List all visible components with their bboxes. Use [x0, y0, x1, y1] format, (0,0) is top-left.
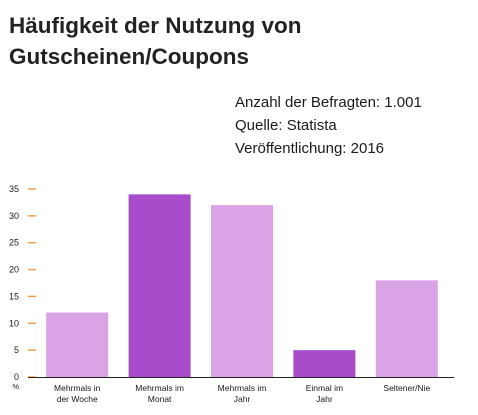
y-tick-label: 35: [9, 184, 19, 194]
x-tick-label: Jahr: [316, 394, 333, 404]
x-tick-label: Mehrmals im: [218, 383, 267, 393]
x-tick-label: Mehrmals in: [54, 383, 101, 393]
chart-title-line-1: Häufigkeit der Nutzung von: [9, 13, 302, 38]
y-axis-unit: %: [12, 382, 19, 391]
y-tick-label: 15: [9, 291, 19, 301]
y-tick-label: 0: [14, 372, 19, 382]
bar: [375, 280, 438, 377]
bars-group: [46, 194, 438, 377]
x-tick-label: Seltener/Nie: [383, 383, 430, 393]
chart-title-line-2: Gutscheinen/Coupons: [9, 44, 250, 69]
y-tick-label: 20: [9, 265, 19, 275]
chart-title: Häufigkeit der Nutzung von Gutscheinen/C…: [9, 10, 409, 72]
bar: [46, 312, 109, 377]
x-tick-label: Jahr: [234, 394, 251, 404]
x-tick-label: Mehrmals im: [135, 383, 184, 393]
y-tick-label: 30: [9, 211, 19, 221]
x-tick-label: der Woche: [57, 394, 98, 404]
bar: [211, 205, 273, 377]
y-tick-label: 10: [9, 318, 19, 328]
respondents-count: Anzahl der Befragten: 1.001: [235, 94, 422, 111]
bar: [128, 194, 191, 377]
survey-info: Anzahl der Befragten: 1.001 Quelle: Stat…: [235, 91, 422, 160]
x-tick-label: Einmal im: [306, 383, 343, 393]
publication-year: Veröffentlichung: 2016: [235, 140, 385, 157]
y-axis: 0 5 10 15 20 25 30 35%: [9, 184, 36, 391]
y-tick-label: 25: [9, 238, 19, 248]
bar: [293, 350, 356, 377]
x-tick-label: Monat: [148, 394, 172, 404]
source-text: Quelle: Statista: [235, 117, 337, 134]
y-tick-label: 5: [14, 345, 19, 355]
